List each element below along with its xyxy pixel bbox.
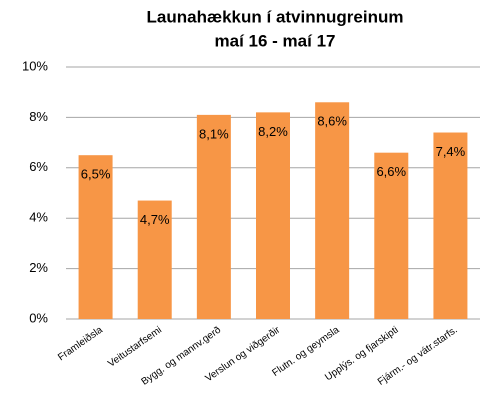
data-label: 6,6% — [376, 164, 406, 179]
chart-subtitle: maí 16 - maí 17 — [215, 31, 336, 50]
y-tick-label: 4% — [29, 210, 48, 225]
x-tick-label: Framleiðsla — [56, 324, 106, 364]
bar — [196, 114, 231, 319]
data-label: 8,1% — [199, 126, 229, 141]
y-tick-label: 6% — [29, 159, 48, 174]
bar — [433, 132, 468, 319]
bar — [315, 102, 350, 319]
data-label: 7,4% — [436, 144, 466, 159]
data-label: 4,7% — [140, 212, 170, 227]
bar — [78, 155, 113, 319]
bar — [374, 152, 409, 319]
chart-title: Launahækkun í atvinnugreinum — [147, 7, 404, 26]
y-tick-label: 0% — [29, 310, 48, 325]
x-tick-label: Veitustarfsemi — [106, 325, 164, 370]
data-label: 8,6% — [317, 114, 347, 129]
bar — [256, 112, 290, 319]
data-label: 8,2% — [258, 124, 288, 139]
y-tick-label: 10% — [22, 58, 48, 73]
bar — [137, 200, 172, 319]
data-label: 6,5% — [81, 167, 111, 182]
y-tick-label: 2% — [29, 260, 48, 275]
y-tick-label: 8% — [29, 109, 48, 124]
